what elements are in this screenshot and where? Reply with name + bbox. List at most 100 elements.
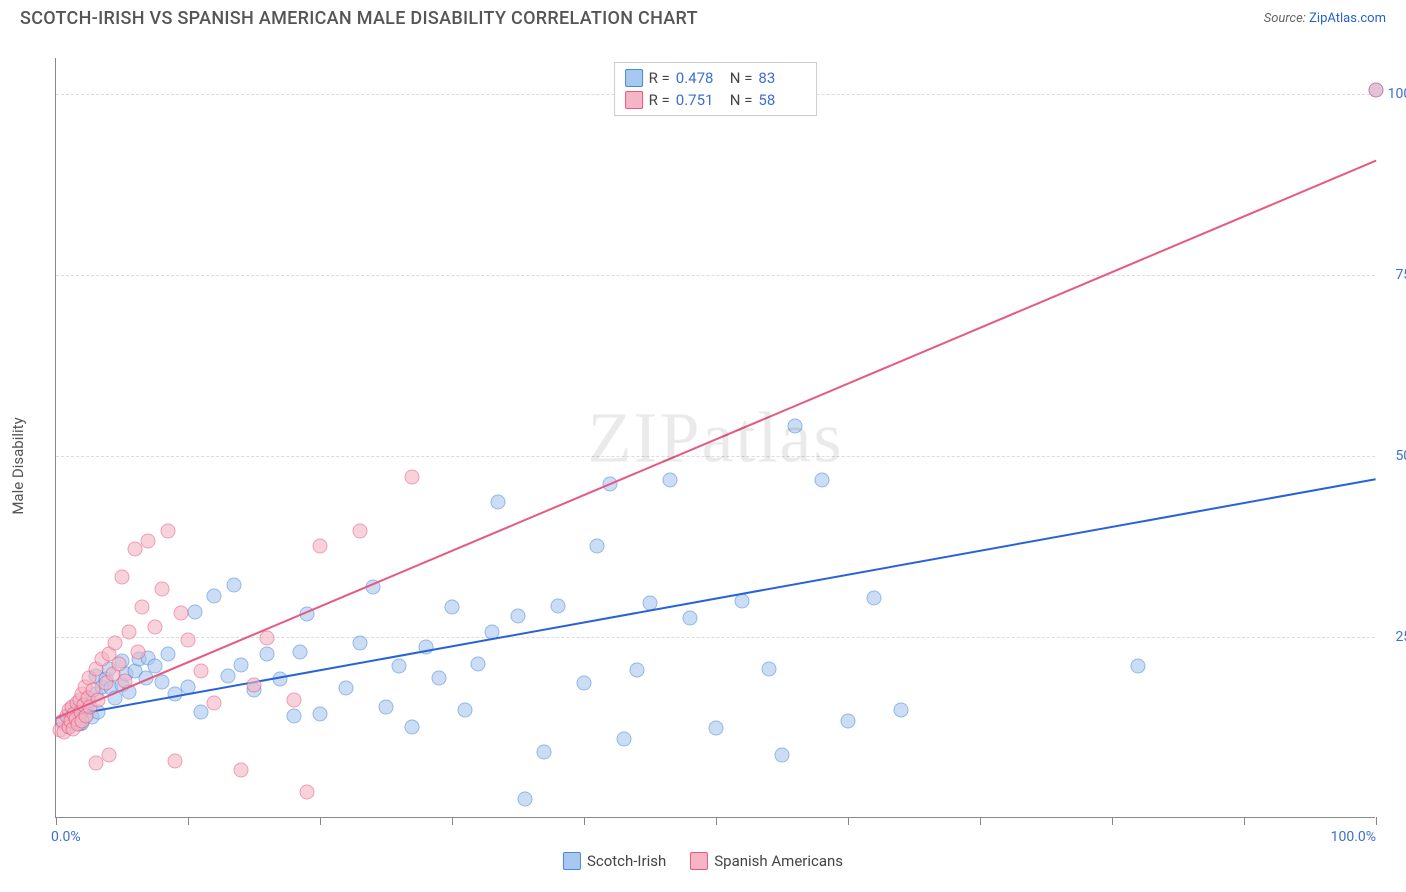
data-point xyxy=(121,625,136,640)
data-point xyxy=(247,678,262,693)
data-point xyxy=(154,582,169,597)
data-point xyxy=(841,714,856,729)
legend-swatch xyxy=(625,69,643,87)
data-point xyxy=(511,608,526,623)
data-point xyxy=(313,538,328,553)
data-point xyxy=(313,707,328,722)
data-point xyxy=(194,663,209,678)
stats-legend: R =0.478N =83R =0.751N =58 xyxy=(614,62,818,116)
legend-item: Spanish Americans xyxy=(690,852,843,870)
data-point xyxy=(220,668,235,683)
data-point xyxy=(788,419,803,434)
data-point xyxy=(682,610,697,625)
n-value: 83 xyxy=(758,69,806,87)
data-point xyxy=(537,744,552,759)
legend-swatch xyxy=(690,852,708,870)
x-tick xyxy=(980,817,981,825)
data-point xyxy=(814,473,829,488)
watermark-zip: ZIP xyxy=(588,397,702,477)
data-point xyxy=(709,720,724,735)
data-point xyxy=(352,524,367,539)
data-point xyxy=(273,672,288,687)
data-point xyxy=(662,473,677,488)
source-attribution: Source: ZipAtlas.com xyxy=(1264,11,1386,26)
data-point xyxy=(550,598,565,613)
n-label: N = xyxy=(730,69,753,87)
data-point xyxy=(1369,82,1384,97)
data-point xyxy=(187,605,202,620)
data-point xyxy=(130,644,145,659)
source-prefix: Source: xyxy=(1264,11,1309,26)
stats-legend-row: R =0.751N =58 xyxy=(625,89,807,111)
n-label: N = xyxy=(730,91,753,109)
x-tick xyxy=(452,817,453,825)
data-point xyxy=(893,702,908,717)
n-value: 58 xyxy=(758,91,806,109)
data-point xyxy=(431,671,446,686)
chart-title: SCOTCH-IRISH VS SPANISH AMERICAN MALE DI… xyxy=(20,8,698,29)
r-label: R = xyxy=(649,69,670,87)
data-point xyxy=(445,600,460,615)
data-point xyxy=(405,719,420,734)
data-point xyxy=(590,538,605,553)
x-tick xyxy=(56,817,57,825)
data-point xyxy=(260,630,275,645)
y-axis-label: Male Disability xyxy=(9,417,27,514)
data-point xyxy=(167,753,182,768)
data-point xyxy=(1131,659,1146,674)
data-point xyxy=(379,699,394,714)
data-point xyxy=(286,708,301,723)
plot-area: ZIPatlas R =0.478N =83R =0.751N =58 25.0… xyxy=(55,58,1375,818)
data-point xyxy=(352,636,367,651)
data-point xyxy=(491,495,506,510)
y-tick-label: 75.0% xyxy=(1383,267,1406,283)
data-point xyxy=(735,594,750,609)
data-point xyxy=(392,659,407,674)
data-point xyxy=(233,658,248,673)
data-point xyxy=(405,469,420,484)
data-point xyxy=(299,784,314,799)
y-tick-label: 50.0% xyxy=(1383,448,1406,464)
data-point xyxy=(207,589,222,604)
legend-label: Scotch-Irish xyxy=(587,852,666,870)
x-tick xyxy=(1112,817,1113,825)
x-tick xyxy=(584,817,585,825)
stats-legend-row: R =0.478N =83 xyxy=(625,67,807,89)
data-point xyxy=(616,731,631,746)
data-point xyxy=(112,656,127,671)
data-point xyxy=(161,647,176,662)
data-point xyxy=(761,661,776,676)
legend-item: Scotch-Irish xyxy=(563,852,666,870)
data-point xyxy=(629,663,644,678)
data-point xyxy=(775,748,790,763)
x-tick-label: 0.0% xyxy=(51,829,81,845)
data-point xyxy=(260,647,275,662)
data-point xyxy=(471,656,486,671)
y-tick-label: 100.0% xyxy=(1383,86,1406,102)
data-point xyxy=(174,605,189,620)
data-point xyxy=(161,524,176,539)
data-point xyxy=(867,591,882,606)
data-point xyxy=(227,578,242,593)
source-link[interactable]: ZipAtlas.com xyxy=(1309,11,1386,26)
data-point xyxy=(517,791,532,806)
data-point xyxy=(458,702,473,717)
data-point xyxy=(154,675,169,690)
x-tick xyxy=(848,817,849,825)
y-tick-label: 25.0% xyxy=(1383,629,1406,645)
data-point xyxy=(141,533,156,548)
x-tick xyxy=(716,817,717,825)
data-point xyxy=(194,705,209,720)
data-point xyxy=(233,762,248,777)
gridline xyxy=(56,637,1375,638)
legend-swatch xyxy=(625,91,643,109)
trend-line xyxy=(56,159,1377,718)
r-label: R = xyxy=(649,91,670,109)
x-tick xyxy=(1244,817,1245,825)
data-point xyxy=(577,676,592,691)
data-point xyxy=(181,632,196,647)
data-point xyxy=(207,695,222,710)
gridline xyxy=(56,275,1375,276)
data-point xyxy=(108,636,123,651)
data-point xyxy=(134,600,149,615)
